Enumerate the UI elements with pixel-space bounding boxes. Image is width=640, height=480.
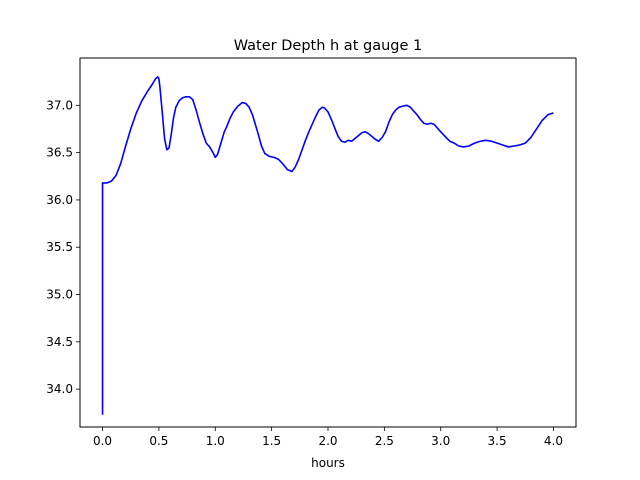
- plot-area: [79, 57, 577, 428]
- series-line-0: [101, 76, 554, 415]
- x-tick-label: 2.5: [375, 434, 394, 448]
- x-tick-label: 4.0: [544, 434, 563, 448]
- x-tick-label: 0.0: [93, 434, 112, 448]
- x-tick-label: 3.5: [488, 434, 507, 448]
- x-tick-label: 3.0: [431, 434, 450, 448]
- x-tick-label: 0.5: [149, 434, 168, 448]
- y-tick-label: 36.5: [46, 146, 73, 160]
- x-tick-label: 1.0: [206, 434, 225, 448]
- series-layer: [101, 76, 554, 415]
- x-axis: 0.0 0.5 1.0 1.5 2.0 2.5 3.0 3.5 4.0: [93, 427, 563, 448]
- y-axis: 34.0 34.5 35.0 35.5 36.0 36.5 37.0: [46, 98, 80, 396]
- x-axis-label: hours: [311, 456, 345, 470]
- y-tick-label: 36.0: [46, 193, 73, 207]
- y-tick-label: 34.5: [46, 335, 73, 349]
- y-tick-label: 35.0: [46, 288, 73, 302]
- y-tick-label: 35.5: [46, 240, 73, 254]
- y-tick-label: 37.0: [46, 98, 73, 112]
- x-tick-label: 1.5: [262, 434, 281, 448]
- y-tick-label: 34.0: [46, 382, 73, 396]
- chart-title: Water Depth h at gauge 1: [234, 38, 422, 54]
- x-tick-label: 2.0: [318, 434, 337, 448]
